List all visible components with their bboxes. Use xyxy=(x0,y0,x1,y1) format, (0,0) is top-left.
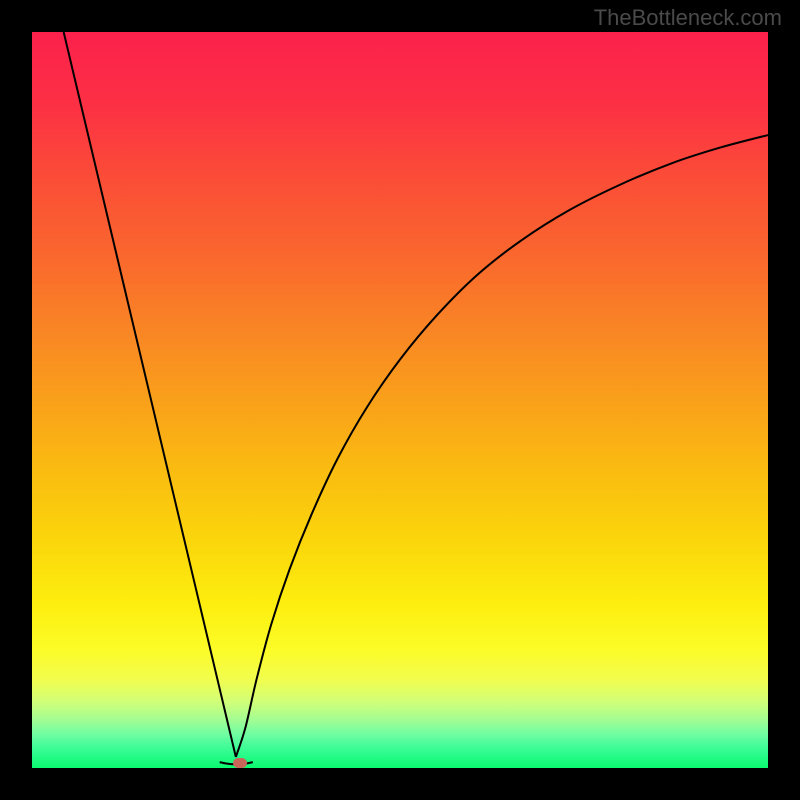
curve-path xyxy=(64,32,768,764)
optimal-marker xyxy=(233,758,247,768)
bottleneck-curve xyxy=(32,32,768,768)
chart-container: TheBottleneck.com xyxy=(0,0,800,800)
watermark-text: TheBottleneck.com xyxy=(594,5,782,31)
chart-area xyxy=(32,32,768,768)
